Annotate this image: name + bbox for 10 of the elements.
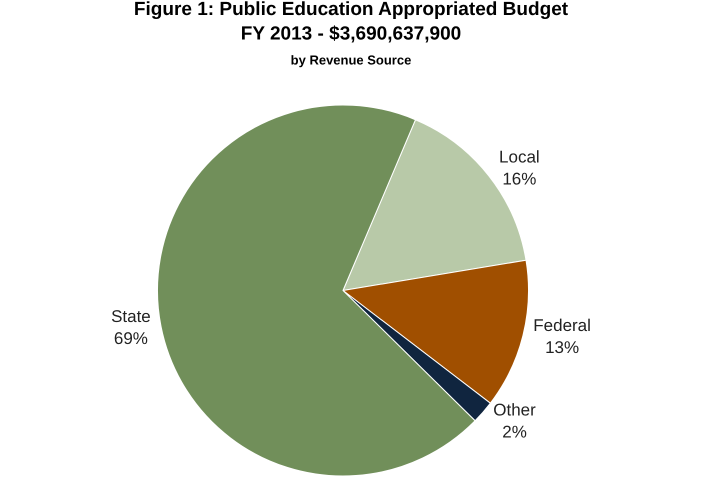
data-label: 16% [502,169,536,188]
data-label: 2% [502,422,527,442]
slice-label: State [111,306,151,326]
slice-label: Local [499,147,540,166]
chart-title: Figure 1: Public Education Appropriated Budget FY 2013 - $3,690,637,900 [134,0,569,45]
slice-label: Federal [533,316,591,336]
slice-label: Other [493,400,536,420]
data-label: 13% [545,338,580,358]
chart-subtitle: by Revenue Source [290,52,412,68]
data-label: 69% [114,328,148,348]
